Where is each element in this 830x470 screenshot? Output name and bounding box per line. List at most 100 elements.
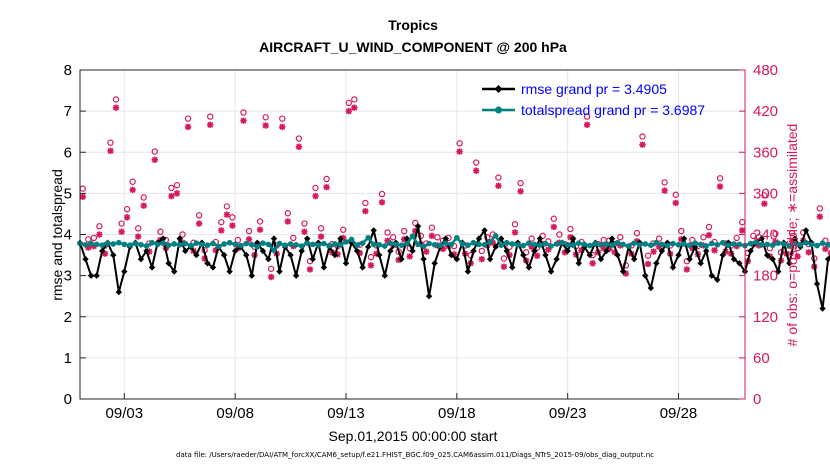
totalspread-point: [282, 242, 288, 248]
rmse-point: [586, 251, 594, 259]
totalspread-point: [160, 240, 166, 246]
totalspread-point: [548, 243, 554, 249]
rmse-point: [680, 235, 688, 242]
obs-possible-marker: [550, 215, 558, 222]
rmse-point: [304, 235, 311, 242]
totalspread-point: [409, 233, 416, 239]
obs-possible-marker: [400, 227, 408, 235]
y-right-tick-label: 0: [753, 391, 761, 408]
rmse-point: [597, 255, 605, 263]
rmse-point: [448, 251, 455, 259]
rmse-point: [381, 272, 388, 279]
totalspread-point: [714, 241, 721, 248]
totalspread-point: [509, 241, 516, 247]
totalspread-point: [304, 240, 311, 246]
x-tick-label: 09/18: [438, 405, 476, 422]
obs-assimilated-marker: [611, 249, 618, 256]
totalspread-point: [127, 242, 133, 248]
rmse-point: [564, 247, 571, 255]
rmse-point: [819, 305, 826, 312]
obs-assimilated-marker: [583, 121, 591, 129]
rmse-point: [481, 227, 488, 234]
obs-assimilated-marker: [262, 122, 269, 129]
rmse-point: [475, 235, 483, 242]
totalspread-point: [93, 241, 100, 248]
obs-possible-marker: [655, 235, 663, 242]
obs-assimilated-marker: [755, 242, 763, 249]
obs-possible-marker: [428, 224, 436, 231]
rmse-point: [98, 247, 106, 255]
obs-possible-marker: [256, 218, 264, 225]
rmse-point: [204, 260, 211, 267]
obs-possible-marker: [412, 219, 419, 227]
chart-subtitle: AIRCRAFT_U_WIND_COMPONENT @ 200 hPa: [259, 39, 567, 55]
totalspread-point: [110, 241, 117, 247]
obs-assimilated-marker: [716, 183, 724, 190]
totalspread-point: [598, 241, 604, 248]
totalspread-point: [581, 241, 588, 248]
obs-assimilated-marker: [134, 233, 142, 240]
obs-assimilated-marker: [218, 227, 225, 234]
rmse-point: [115, 288, 122, 296]
rmse-point: [824, 255, 830, 263]
totalspread-point: [326, 242, 333, 249]
obs-assimilated-marker: [229, 222, 236, 229]
obs-assimilated-marker: [123, 214, 131, 221]
totalspread-point: [609, 242, 615, 248]
totalspread-point: [359, 240, 366, 246]
rmse-point: [431, 260, 438, 267]
obs-possible-marker: [118, 220, 125, 227]
obs-assimilated-marker: [683, 266, 691, 273]
totalspread-point: [210, 240, 216, 247]
totalspread-point: [753, 239, 759, 246]
rmse-point: [675, 251, 682, 259]
totalspread-point: [725, 242, 732, 248]
rmse-point: [148, 264, 156, 271]
totalspread-point: [808, 241, 815, 248]
obs-assimilated-marker: [118, 228, 125, 235]
totalspread-point: [769, 242, 776, 248]
rmse-point: [653, 260, 660, 267]
rmse-point: [531, 247, 538, 255]
obs-assimilated-marker: [351, 104, 358, 111]
rmse-point: [248, 272, 255, 279]
obs-possible-marker: [234, 236, 242, 244]
totalspread-point: [431, 241, 438, 248]
obs-assimilated-marker: [317, 233, 325, 240]
totalspread-point: [287, 241, 294, 247]
totalspread-point: [747, 240, 754, 247]
obs-assimilated-marker: [739, 227, 746, 234]
obs-assimilated-marker: [240, 117, 247, 124]
y-left-tick-label: 0: [64, 391, 72, 408]
totalspread-point: [736, 241, 743, 248]
obs-assimilated-marker: [90, 242, 98, 250]
totalspread-point: [803, 239, 809, 246]
totalspread-point: [104, 240, 111, 246]
rmse-point: [492, 243, 499, 251]
y-left-tick-label: 6: [64, 144, 72, 161]
rmse-point: [442, 235, 449, 242]
totalspread-point: [354, 242, 360, 248]
obs-possible-marker: [478, 247, 485, 255]
obs-assimilated-marker: [395, 256, 402, 264]
obs-assimilated-marker: [589, 260, 596, 267]
totalspread-point: [315, 242, 322, 248]
rmse-point: [193, 251, 200, 259]
obs-assimilated-marker: [378, 199, 386, 206]
totalspread-point: [797, 241, 804, 248]
obs-assimilated-marker: [805, 249, 812, 256]
obs-assimilated-marker: [661, 187, 668, 194]
totalspread-point: [99, 242, 105, 248]
obs-possible-marker: [168, 184, 175, 192]
rmse-point: [769, 255, 776, 263]
obs-possible-marker: [245, 227, 253, 235]
obs-possible-marker: [173, 181, 181, 189]
totalspread-point: [587, 242, 593, 249]
totalspread-point: [321, 240, 327, 247]
totalspread-point: [553, 241, 560, 247]
totalspread-point: [265, 241, 272, 248]
obs-assimilated-marker: [822, 245, 829, 253]
rmse-point: [453, 255, 461, 263]
y-left-tick-label: 4: [64, 227, 72, 244]
